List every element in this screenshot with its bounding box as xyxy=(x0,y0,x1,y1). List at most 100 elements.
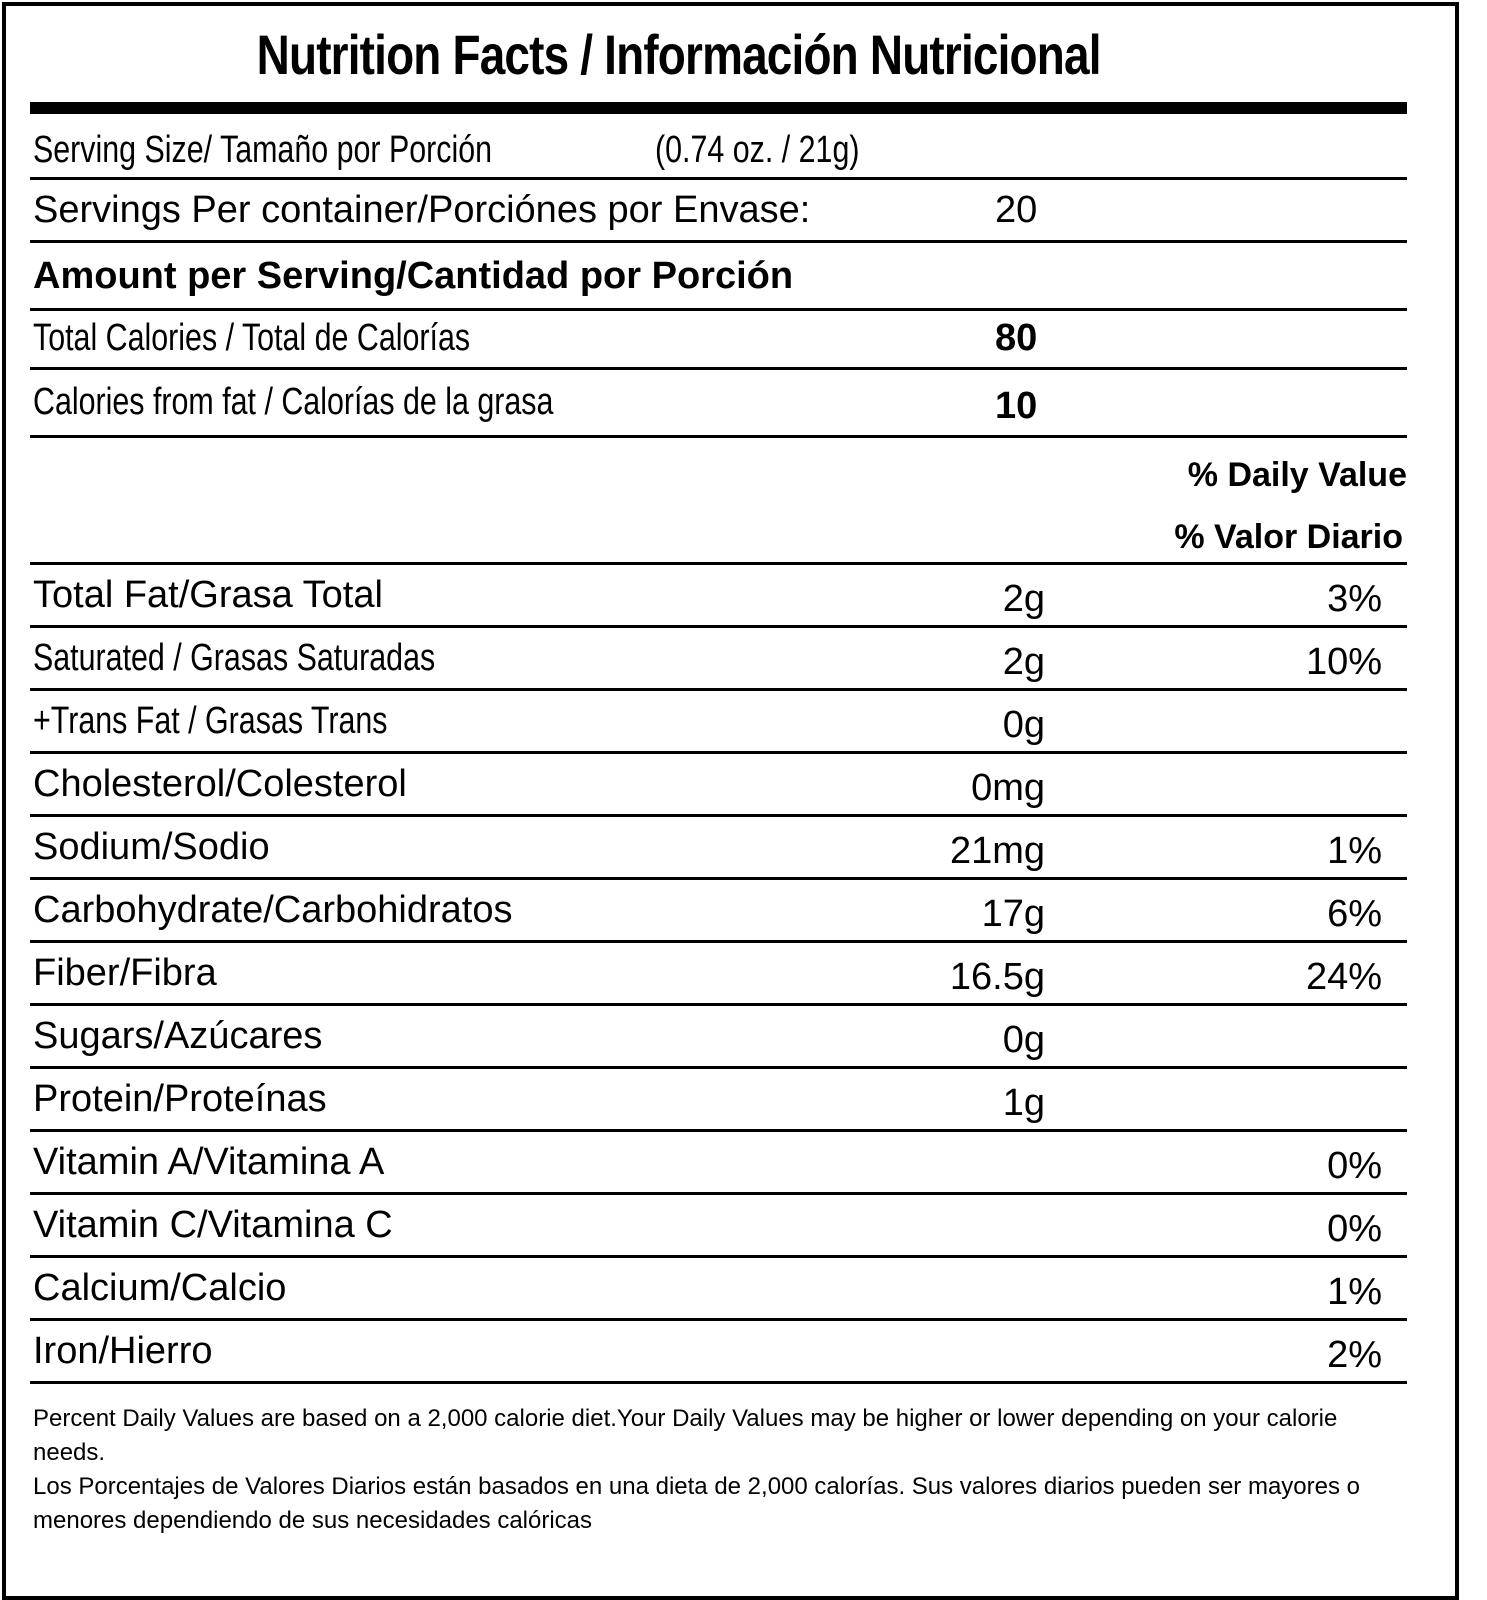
title-text: Nutrition Facts / Información Nutriciona… xyxy=(256,23,1101,86)
nutrient-label-text: Carbohydrate/Carbohidratos xyxy=(33,889,513,931)
nutrient-daily-value: 0% xyxy=(1327,1208,1382,1250)
nutrient-amount: 2g xyxy=(1002,641,1045,683)
nutrient-label-text: Vitamin C/Vitamina C xyxy=(33,1204,393,1246)
nutrient-amount: 0g xyxy=(1002,704,1045,746)
nutrient-amount: 0g xyxy=(1002,1019,1045,1061)
nutrient-row: Saturated / Grasas Saturadas 2g 10% xyxy=(30,628,1407,688)
nutrient-label-text: Calcium/Calcio xyxy=(33,1267,287,1309)
calories-fat-value: 10 xyxy=(995,385,1038,427)
nutrient-row: Sugars/Azúcares 0g xyxy=(30,1006,1407,1066)
nutrient-row: +Trans Fat / Grasas Trans 0g xyxy=(30,691,1407,751)
nutrient-label: Fiber/Fibra xyxy=(33,952,217,995)
footnote-en: Percent Daily Values are based on a 2,00… xyxy=(33,1405,1338,1466)
nutrient-label: Vitamin A/Vitamina A xyxy=(33,1141,384,1184)
nutrient-label: +Trans Fat / Grasas Trans xyxy=(33,700,476,743)
divider xyxy=(30,367,1407,370)
nutrient-label-text: Fiber/Fibra xyxy=(33,952,217,994)
nutrient-label-text: Iron/Hierro xyxy=(33,1330,213,1372)
nutrient-amount: 0mg xyxy=(971,767,1045,809)
divider xyxy=(30,751,1407,754)
nutrient-row: Fiber/Fibra 16.5g 24% xyxy=(30,943,1407,1003)
nutrient-label-text: +Trans Fat / Grasas Trans xyxy=(33,700,388,742)
divider xyxy=(30,1003,1407,1006)
nutrient-label-text: Cholesterol/Colesterol xyxy=(33,763,407,805)
nutrient-row: Total Fat/Grasa Total 2g 3% xyxy=(30,565,1407,625)
calories-fat-label-text: Calories from fat / Calorías de la grasa xyxy=(33,381,554,423)
nutrient-amount: 21mg xyxy=(949,830,1045,872)
divider xyxy=(30,240,1407,243)
divider xyxy=(30,814,1407,817)
nutrient-daily-value: 3% xyxy=(1327,578,1382,620)
nutrient-label-text: Sodium/Sodio xyxy=(33,826,270,868)
amount-per-serving-heading: Amount per Serving/Cantidad por Porción xyxy=(33,255,794,297)
nutrient-amount: 2g xyxy=(1002,578,1045,620)
nutrient-label-text: Sugars/Azúcares xyxy=(33,1015,323,1057)
calories-value: 80 xyxy=(995,317,1038,359)
nutrient-daily-value: 0% xyxy=(1327,1145,1382,1187)
nutrient-row: Vitamin A/Vitamina A 0% xyxy=(30,1132,1407,1192)
divider xyxy=(30,877,1407,880)
divider xyxy=(30,1129,1407,1132)
nutrient-label: Carbohydrate/Carbohidratos xyxy=(33,889,513,932)
nutrient-row: Cholesterol/Colesterol 0mg xyxy=(30,754,1407,814)
nutrient-daily-value: 1% xyxy=(1327,830,1382,872)
serving-size-label-text: Serving Size/ Tamaño por Porción xyxy=(33,129,493,171)
divider xyxy=(30,1192,1407,1195)
calories-label: Total Calories / Total de Calorías xyxy=(33,317,579,360)
serving-size-row: Serving Size/ Tamaño por Porción (0.74 o… xyxy=(30,118,1407,178)
divider xyxy=(30,435,1407,438)
serving-size-label: Serving Size/ Tamaño por Porción xyxy=(33,129,607,172)
nutrient-row: Vitamin C/Vitamina C 0% xyxy=(30,1195,1407,1255)
nutrient-label-text: Total Fat/Grasa Total xyxy=(33,574,383,616)
nutrient-daily-value: 6% xyxy=(1327,893,1382,935)
nutrient-amount: 17g xyxy=(981,893,1045,935)
divider xyxy=(30,308,1407,311)
servings-label: Servings Per container/Porciónes por Env… xyxy=(33,189,811,231)
serving-size-value-text: (0.74 oz. / 21g) xyxy=(655,129,860,171)
calories-fat-row: Calories from fat / Calorías de la grasa… xyxy=(30,372,1407,432)
divider xyxy=(30,1318,1407,1321)
footnote: Percent Daily Values are based on a 2,00… xyxy=(33,1402,1413,1538)
nutrient-daily-value: 1% xyxy=(1327,1271,1382,1313)
nutrient-label: Vitamin C/Vitamina C xyxy=(33,1204,393,1247)
divider xyxy=(30,688,1407,691)
nutrient-amount: 16.5g xyxy=(949,956,1045,998)
nutrient-label: Sodium/Sodio xyxy=(33,826,270,869)
valor-diario-header: % Valor Diario xyxy=(1174,518,1403,556)
calories-label-text: Total Calories / Total de Calorías xyxy=(33,317,471,359)
nutrient-daily-value: 10% xyxy=(1305,641,1382,683)
nutrient-label: Total Fat/Grasa Total xyxy=(33,574,383,617)
amount-per-serving-row: Amount per Serving/Cantidad por Porción xyxy=(30,246,1407,306)
nutrient-row: Sodium/Sodio 21mg 1% xyxy=(30,817,1407,877)
servings-value: 20 xyxy=(995,189,1038,231)
divider xyxy=(30,625,1407,628)
nutrient-label: Saturated / Grasas Saturadas xyxy=(33,637,536,680)
nutrient-label: Calcium/Calcio xyxy=(33,1267,286,1310)
nutrient-daily-value: 2% xyxy=(1327,1334,1382,1376)
divider xyxy=(30,562,1407,565)
daily-value-header: % Daily Value xyxy=(1187,456,1407,494)
divider xyxy=(30,1066,1407,1069)
servings-row: Servings Per container/Porciónes por Env… xyxy=(30,180,1407,240)
divider xyxy=(30,1381,1407,1384)
nutrient-daily-value: 24% xyxy=(1305,956,1382,998)
divider xyxy=(30,177,1407,180)
label-title: Nutrition Facts / Información Nutriciona… xyxy=(0,22,1357,87)
divider xyxy=(30,940,1407,943)
label-border xyxy=(2,2,1459,1600)
serving-size-value: (0.74 oz. / 21g) xyxy=(655,129,911,172)
nutrient-row: Carbohydrate/Carbohidratos 17g 6% xyxy=(30,880,1407,940)
calories-row: Total Calories / Total de Calorías 80 xyxy=(30,308,1407,368)
nutrient-label-text: Vitamin A/Vitamina A xyxy=(33,1141,385,1183)
nutrient-row: Iron/Hierro 2% xyxy=(30,1321,1407,1381)
nutrient-row: Calcium/Calcio 1% xyxy=(30,1258,1407,1318)
nutrient-label-text: Saturated / Grasas Saturadas xyxy=(33,637,436,679)
calories-fat-label: Calories from fat / Calorías de la grasa xyxy=(33,381,684,424)
thick-divider xyxy=(30,102,1407,114)
nutrient-amount: 1g xyxy=(1002,1082,1045,1124)
divider xyxy=(30,1255,1407,1258)
nutrient-label: Cholesterol/Colesterol xyxy=(33,763,407,806)
nutrient-label: Protein/Proteínas xyxy=(33,1078,327,1121)
nutrient-label: Iron/Hierro xyxy=(33,1330,213,1373)
footnote-es: Los Porcentajes de Valores Diarios están… xyxy=(33,1473,1361,1534)
